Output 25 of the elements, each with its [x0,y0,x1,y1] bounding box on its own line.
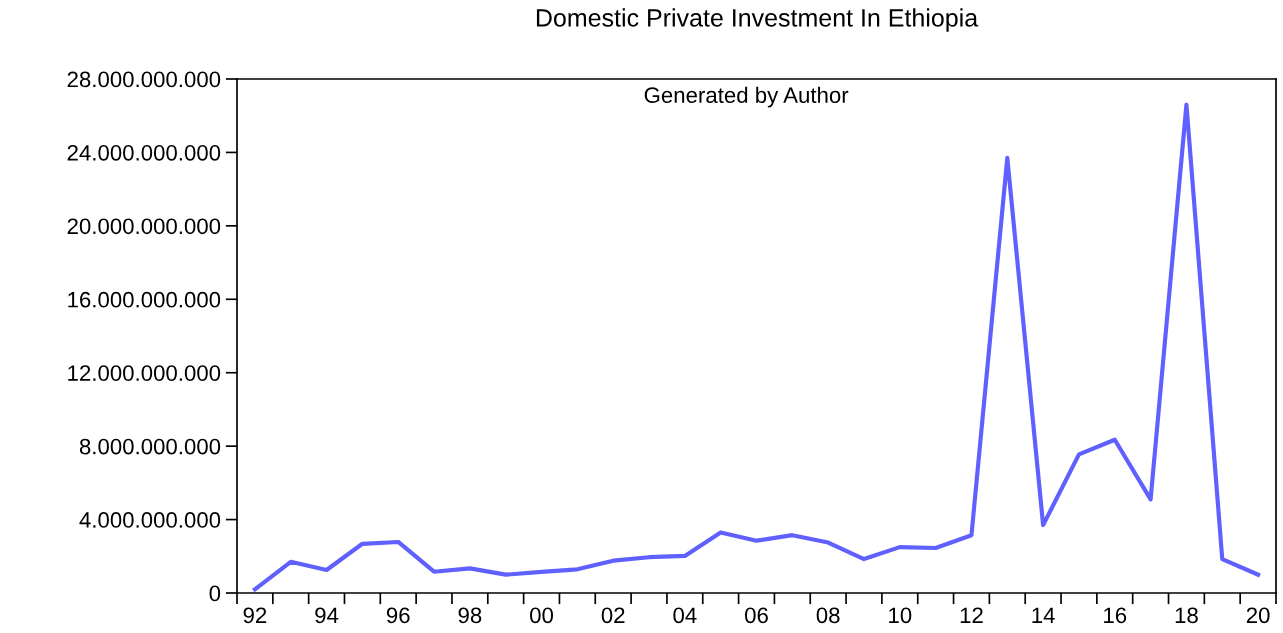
annotation: Generated by Author [644,86,849,108]
y-tick-label: 16.000.000.000 [68,291,221,308]
x-tick-label: 10 [889,607,912,624]
y-tick-label: 0 [209,585,221,602]
x-tick-label: 20 [1246,607,1270,624]
x-tick-label: 12 [960,607,983,623]
x-tick-label: 06 [745,607,768,624]
y-tick-label: 20.000.000.000 [67,218,221,235]
x-tick-label: 14 [1032,607,1055,623]
x-tick-label: 96 [386,607,410,624]
y-tick-label: 4.000.000.000 [79,512,221,528]
x-tick-label: 08 [816,607,840,624]
x-tick-label: 16 [1104,607,1127,624]
y-tick-label: 12.000.000.000 [68,365,221,381]
chart-title: Domestic Private Investment In Ethiopia [536,8,979,32]
x-tick-label: 18 [1175,607,1198,624]
x-tick-label: 00 [530,607,554,624]
y-tick-label: 24.000.000.000 [67,144,221,161]
x-tick-label: 94 [315,607,339,624]
x-tick-label: 04 [673,607,697,624]
x-tick-label: 92 [243,607,267,624]
x-tick-label: 02 [601,607,625,624]
x-tick-label: 98 [458,607,482,624]
y-tick-label: 28.000.000.000 [67,71,221,88]
y-tick-label: 8.000.000.000 [79,438,221,455]
